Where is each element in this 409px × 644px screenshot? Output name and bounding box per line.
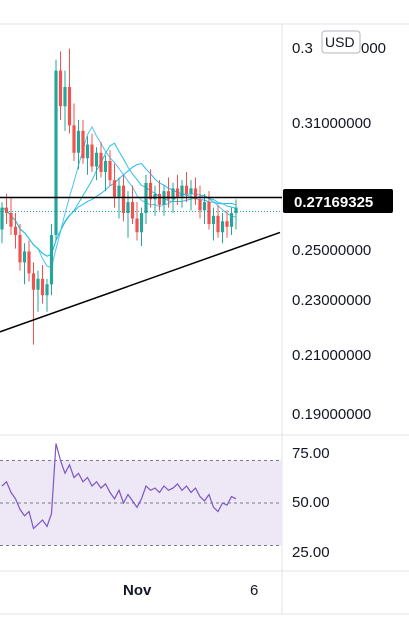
- candle-body: [22, 251, 27, 263]
- price-tick-label: 0.31000000: [292, 115, 371, 132]
- price-tick-label: 0.19000000: [292, 406, 371, 423]
- candle-body: [229, 213, 234, 227]
- time-label-6: 6: [250, 582, 258, 599]
- candle-body: [148, 182, 153, 200]
- candle-body: [126, 202, 130, 214]
- rsi-line: [1, 443, 237, 530]
- candle-body: [135, 218, 139, 233]
- candle-body: [13, 226, 18, 235]
- currency-badge[interactable]: USD: [321, 30, 361, 54]
- candle-body: [171, 188, 175, 200]
- candle-body: [225, 221, 229, 227]
- candle-body: [220, 221, 225, 233]
- candle-body: [184, 185, 189, 194]
- currency-badge-box: [321, 30, 361, 54]
- candle-body: [202, 202, 207, 211]
- candle-body: [180, 185, 184, 197]
- candle-body: [81, 130, 85, 159]
- rsi-tick-label: 75.00: [292, 445, 330, 462]
- candle-body: [94, 152, 99, 167]
- candle-body: [216, 215, 220, 233]
- price-tick-label: 0.23000000: [292, 292, 371, 309]
- rsi-pane[interactable]: [0, 443, 282, 546]
- candle-body: [27, 251, 31, 274]
- candle-body: [67, 87, 72, 126]
- price-pane[interactable]: [0, 48, 282, 345]
- candle-body: [99, 152, 103, 172]
- last-price-tag: 0.27169325: [283, 189, 393, 213]
- candle-body: [139, 213, 144, 233]
- candle-body: [207, 202, 211, 225]
- candle-body: [166, 191, 171, 200]
- candle-body: [72, 125, 76, 153]
- candle-body: [189, 188, 193, 194]
- candle-body: [90, 144, 94, 167]
- candle-body: [85, 144, 90, 159]
- candle-body: [175, 188, 180, 197]
- candle-body: [49, 234, 54, 285]
- candle-body: [76, 130, 81, 153]
- candle-body: [0, 207, 4, 230]
- candle-body: [130, 202, 135, 219]
- candle-body: [103, 161, 108, 172]
- candle-body: [117, 185, 121, 197]
- candle-body: [63, 87, 67, 107]
- candle-body: [153, 193, 157, 200]
- price-tick-top-left: 0.3: [292, 40, 313, 57]
- candle-body: [112, 180, 117, 197]
- price-tick-label: 0.25000000: [292, 242, 371, 259]
- price-tick-label: 0.21000000: [292, 347, 371, 364]
- last-price-value: 0.27169325: [294, 194, 373, 211]
- price-axis[interactable]: 0.3 000 0.31000000 0.25000000 0.23000000…: [292, 40, 386, 423]
- currency-label: USD: [325, 34, 355, 50]
- candle-body: [234, 207, 238, 214]
- rsi-axis[interactable]: 75.00 50.00 25.00: [292, 445, 330, 561]
- candle-body: [18, 234, 22, 263]
- candle-body: [36, 278, 40, 290]
- last-price-tag-bg: [283, 189, 393, 213]
- candle-body: [58, 70, 63, 107]
- support-trendline: [0, 231, 281, 333]
- time-axis[interactable]: Nov 6: [123, 582, 258, 599]
- candle-body: [211, 215, 216, 225]
- candle-body: [198, 199, 202, 211]
- candle-body: [31, 273, 36, 290]
- rsi-tick-label: 25.00: [292, 544, 330, 561]
- candle-body: [54, 70, 58, 235]
- candle-body: [193, 188, 198, 200]
- candle-body: [9, 213, 13, 227]
- candle-body: [108, 161, 112, 181]
- candle-body: [121, 185, 126, 214]
- rsi-tick-label: 50.00: [292, 494, 330, 511]
- price-tick-top-right: 000: [361, 40, 386, 57]
- candle-body: [4, 207, 9, 214]
- candle-body: [157, 193, 162, 205]
- candle-body: [45, 284, 49, 296]
- time-label-nov: Nov: [123, 582, 152, 599]
- candle-body: [40, 278, 45, 296]
